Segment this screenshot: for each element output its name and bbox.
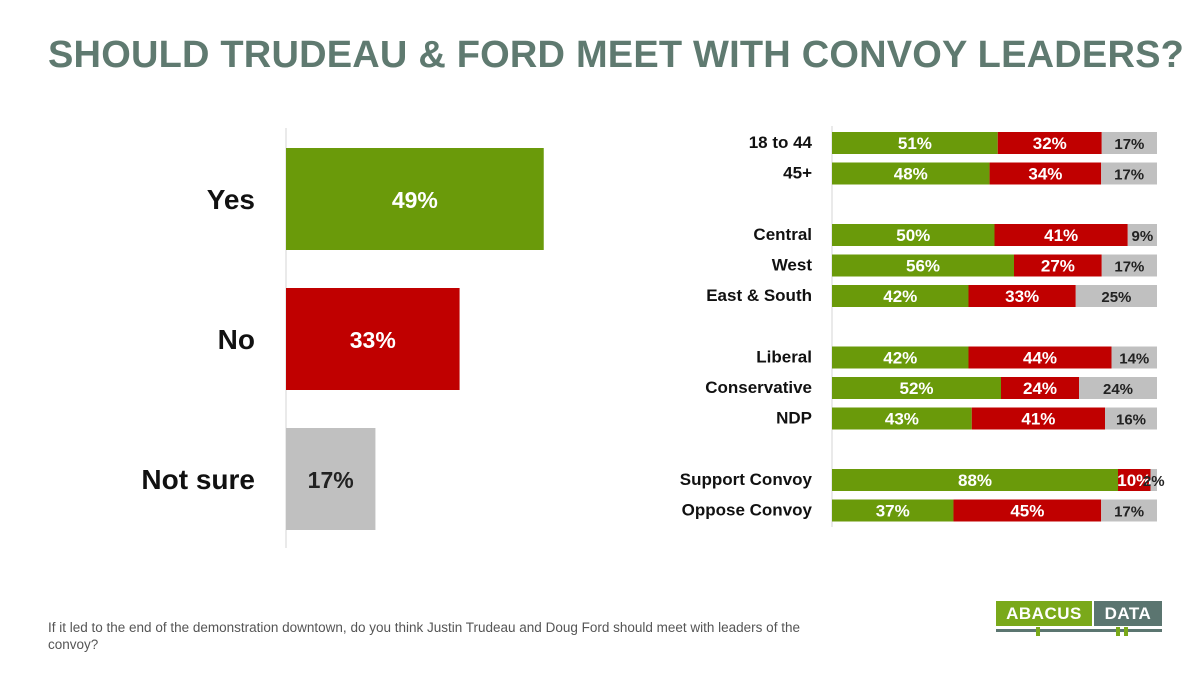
segment-bar-18-to-44-2 [1101, 132, 1157, 154]
segment-label-west-2: 17% [1114, 259, 1144, 276]
segment-label-45-2: 17% [1114, 167, 1144, 184]
segment-bar-45-1 [989, 162, 1102, 185]
segment-label-conservative-2: 24% [1103, 381, 1133, 398]
segment-bar-support-convoy-0 [832, 469, 1118, 491]
segment-label-ndp-0: 43% [885, 410, 919, 429]
value-label-yes: 49% [392, 187, 438, 213]
value-label-no: 33% [350, 327, 396, 353]
logo-data-word: DATA [1094, 601, 1162, 626]
value-label-not-sure: 17% [308, 467, 354, 493]
logo-tick [1124, 627, 1128, 636]
segment-label-support-convoy-2: 2% [1143, 473, 1165, 490]
segment-bar-oppose-convoy-0 [832, 499, 954, 522]
segment-label-oppose-convoy-2: 17% [1114, 504, 1144, 521]
segment-bar-liberal-0 [832, 346, 969, 369]
row-label-liberal: Liberal [756, 348, 812, 367]
segment-label-18-to-44-1: 32% [1033, 134, 1067, 153]
logo-underline [996, 629, 1162, 632]
segment-bar-west-1 [1014, 254, 1102, 277]
segment-bar-central-0 [832, 224, 995, 246]
segment-bar-east-south-1 [968, 285, 1076, 307]
segment-bar-18-to-44-0 [832, 132, 998, 154]
segment-label-ndp-2: 16% [1116, 412, 1146, 429]
segment-label-conservative-1: 24% [1023, 379, 1057, 398]
overall-bar-chart: Yes 49% No 33% Not sure 17% [141, 128, 544, 548]
segment-bar-support-convoy-2 [1150, 469, 1157, 491]
bar-not-sure [286, 428, 376, 530]
segment-label-oppose-convoy-1: 45% [1010, 502, 1044, 521]
segment-label-west-0: 56% [906, 257, 940, 276]
category-label-no: No [218, 324, 255, 355]
segment-label-central-0: 50% [896, 226, 930, 245]
bar-no [286, 288, 460, 390]
segment-label-west-1: 27% [1041, 257, 1075, 276]
question-footnote: If it led to the end of the demonstratio… [48, 620, 800, 652]
segment-bar-support-convoy-1 [1118, 469, 1151, 491]
row-label-oppose-convoy: Oppose Convoy [682, 501, 813, 520]
row-label-conservative: Conservative [705, 378, 812, 397]
segment-label-oppose-convoy-0: 37% [876, 502, 910, 521]
segment-bar-oppose-convoy-2 [1101, 499, 1157, 522]
segment-bar-ndp-2 [1105, 407, 1157, 430]
segment-label-east-south-2: 25% [1101, 289, 1131, 306]
segment-bar-central-1 [994, 224, 1128, 246]
segment-label-support-convoy-1: 10% [1117, 471, 1151, 490]
segment-label-central-2: 9% [1132, 228, 1154, 245]
segment-label-18-to-44-0: 51% [898, 134, 932, 153]
segment-bar-west-2 [1101, 254, 1157, 277]
segment-label-18-to-44-2: 17% [1114, 136, 1144, 153]
segment-bar-45-2 [1101, 162, 1157, 185]
row-label-central: Central [753, 225, 812, 244]
segment-label-conservative-0: 52% [899, 379, 933, 398]
segment-bar-east-south-2 [1075, 285, 1157, 307]
row-label-18-to-44: 18 to 44 [749, 133, 813, 152]
row-label-45: 45+ [783, 164, 812, 183]
segment-bar-18-to-44-1 [997, 132, 1102, 154]
segment-label-45-1: 34% [1028, 165, 1062, 184]
segment-bar-central-2 [1127, 224, 1157, 246]
segment-label-45-0: 48% [894, 165, 928, 184]
segment-label-liberal-1: 44% [1023, 349, 1057, 368]
segment-stacked-bar-chart: 18 to 44 51% 32% 17% 45+ 48% 34% 17% Central 50% 4… [680, 126, 1165, 527]
segment-bar-45-0 [832, 162, 990, 185]
row-label-west: West [772, 256, 813, 275]
segment-bar-east-south-0 [832, 285, 969, 307]
segment-bar-ndp-0 [832, 407, 972, 430]
segment-bar-liberal-1 [968, 346, 1112, 369]
segment-label-support-convoy-0: 88% [958, 471, 992, 490]
segment-label-central-1: 41% [1044, 226, 1078, 245]
segment-bar-conservative-2 [1079, 377, 1157, 399]
segment-bar-liberal-2 [1111, 346, 1157, 369]
abacus-data-logo: ABACUS DATA [996, 601, 1162, 639]
segment-bar-ndp-1 [971, 407, 1105, 430]
segment-bar-conservative-1 [1001, 377, 1079, 399]
segment-bar-conservative-0 [832, 377, 1001, 399]
logo-abacus-word: ABACUS [996, 601, 1092, 626]
category-label-not-sure: Not sure [141, 464, 255, 495]
segment-bar-oppose-convoy-1 [953, 499, 1102, 522]
row-label-ndp: NDP [776, 409, 812, 428]
row-label-support-convoy: Support Convoy [680, 470, 813, 489]
category-label-yes: Yes [207, 184, 255, 215]
segment-label-liberal-2: 14% [1119, 351, 1149, 368]
segment-label-east-south-1: 33% [1005, 287, 1039, 306]
segment-label-east-south-0: 42% [883, 287, 917, 306]
row-label-east-south: East & South [706, 286, 812, 305]
segment-label-liberal-0: 42% [883, 349, 917, 368]
segment-bar-west-0 [832, 254, 1014, 277]
segment-label-ndp-1: 41% [1021, 410, 1055, 429]
logo-tick [1116, 627, 1120, 636]
chart-title: SHOULD TRUDEAU & FORD MEET WITH CONVOY L… [48, 34, 1185, 76]
logo-tick [1036, 627, 1040, 636]
bar-yes [286, 148, 544, 250]
